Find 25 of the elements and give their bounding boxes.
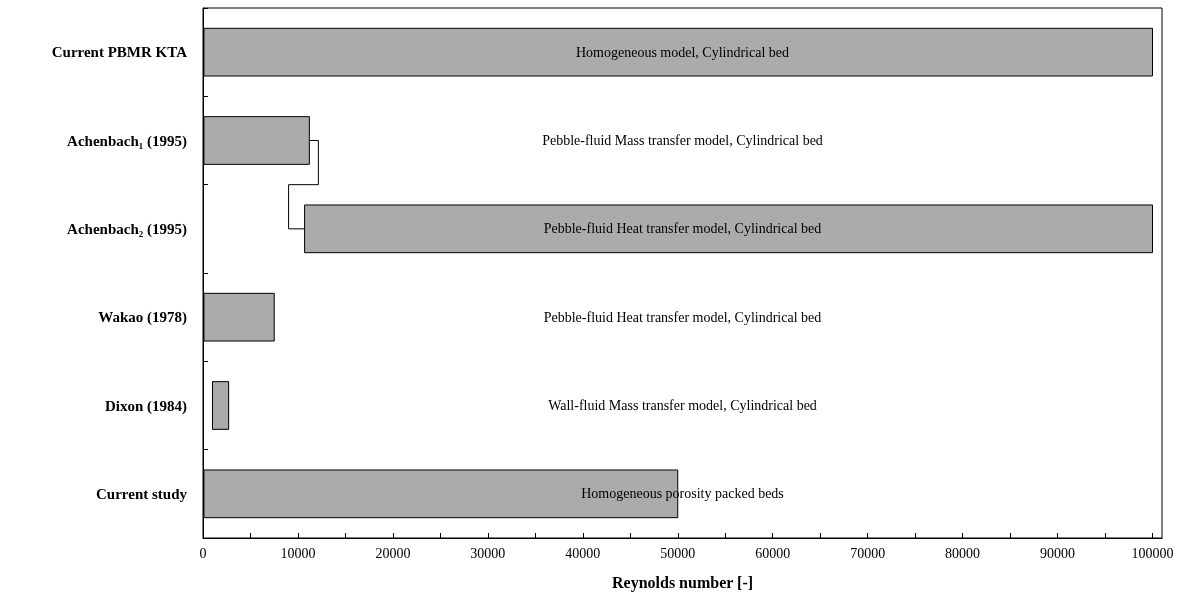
y-tick-label: Current study: [96, 485, 188, 502]
annotation: Pebble-fluid Heat transfer model, Cylindrical bed: [543, 309, 822, 325]
x-axis-title: Reynolds number [-]: [611, 573, 754, 592]
annotation: Pebble-fluid Mass transfer model, Cylindrical bed: [542, 133, 823, 148]
x-tick-label: 60000: [755, 545, 791, 561]
x-tick-label: 90000: [1040, 545, 1076, 561]
annotation: Wall-fluid Mass transfer model, Cylindrical bed: [548, 398, 817, 413]
x-tick-label: 40000: [565, 545, 601, 561]
x-tick-label: 30000: [470, 545, 506, 561]
y-tick-label: Achenbach₁ (1995): [67, 132, 187, 150]
x-tick-label: 100000: [1131, 545, 1174, 561]
y-tick-label: Dixon (1984): [104, 397, 187, 415]
x-tick-label: 70000: [850, 545, 886, 561]
annotation: Pebble-fluid Heat transfer model, Cylindrical bed: [543, 221, 822, 237]
y-tick-label: Achenbach₂ (1995): [67, 220, 187, 238]
bar: [304, 204, 1153, 254]
x-tick-label: 10000: [280, 545, 316, 561]
x-tick-label: 80000: [945, 545, 981, 561]
x-tick-label: 20000: [375, 545, 411, 561]
y-tick-label: Wakao (1978): [98, 309, 187, 327]
annotation: Homogeneous model, Cylindrical bed: [575, 44, 790, 60]
bar: [212, 381, 230, 430]
x-tick-label: 0: [199, 545, 207, 561]
x-tick-label: 50000: [660, 545, 696, 561]
y-tick-label: Current PBMR KTA: [51, 44, 188, 61]
